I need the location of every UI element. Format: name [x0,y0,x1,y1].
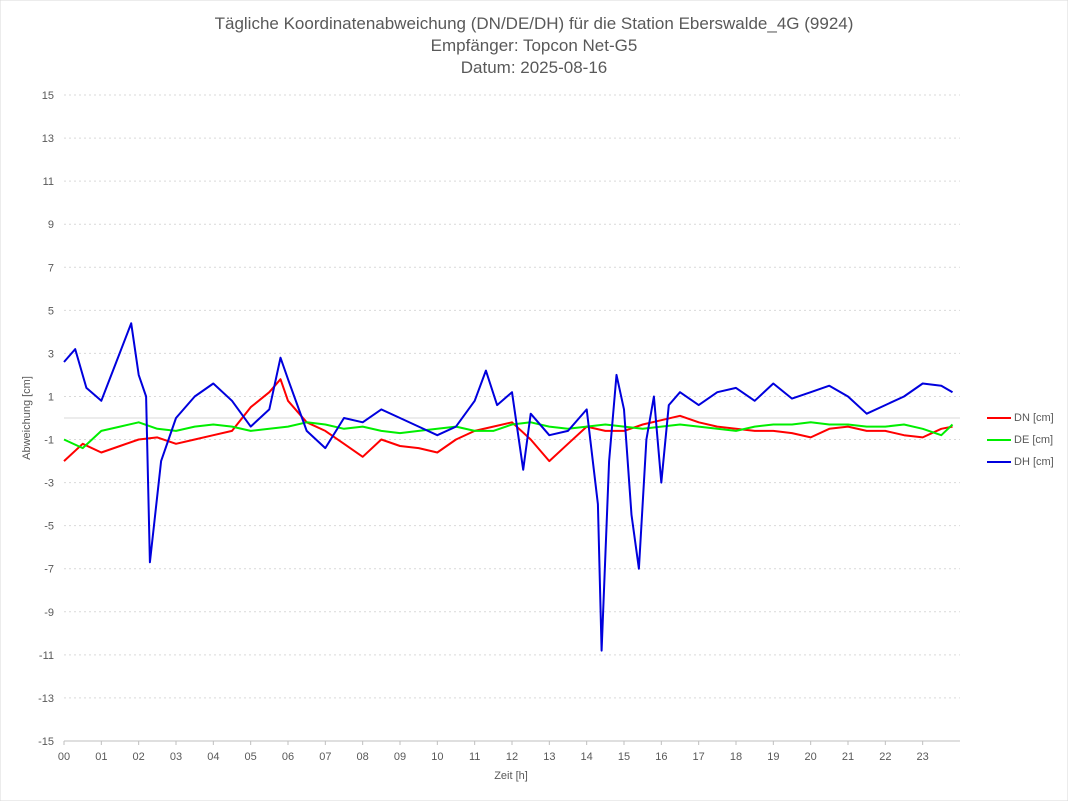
y-tick-label: 9 [48,219,54,231]
x-tick-label: 00 [58,751,70,763]
x-tick-label: 17 [693,751,705,763]
x-axis-label: Zeit [h] [494,770,528,782]
x-tick-label: 16 [655,751,667,763]
y-tick-label: 7 [48,262,54,274]
y-tick-label: -15 [38,736,54,748]
series-de-line [63,421,954,450]
chart-title: Tägliche Koordinatenabweichung (DN/DE/DH… [215,14,854,33]
y-tick-label: -7 [44,564,54,576]
series-dn-line [63,378,953,463]
y-tick-label: 13 [42,133,54,145]
x-tick-label: 01 [95,751,107,763]
x-tick-label: 20 [805,751,817,763]
x-tick-label: 22 [879,751,891,763]
x-tick-label: 11 [469,751,480,763]
x-tick-label: 23 [917,751,929,763]
y-tick-label: -1 [44,435,54,447]
x-tick-label: 21 [842,751,854,763]
y-tick-label: -11 [39,650,54,662]
y-axis-label: Abweichung [cm] [21,376,33,460]
y-tick-label: 1 [48,391,54,403]
x-tick-label: 15 [618,751,630,763]
x-tick-label: 07 [319,751,331,763]
x-tick-labels: 00 01 02 03 04 05 06 07 08 09 10 11 12 13 14 15 16 17 18 19… [58,741,929,763]
y-tick-label: -9 [44,607,54,619]
legend-label-de: DE [cm] [1014,434,1053,446]
x-tick-label: 14 [581,751,593,763]
x-tick-label: 05 [245,751,257,763]
legend-label-dn: DN [cm] [1014,412,1054,424]
x-tick-label: 10 [431,751,443,763]
y-tick-label: -3 [44,478,54,490]
x-tick-label: 08 [357,751,369,763]
x-tick-label: 13 [543,751,555,763]
x-tick-label: 03 [170,751,182,763]
x-tick-label: 04 [207,751,219,763]
x-tick-label: 19 [767,751,779,763]
x-tick-label: 02 [133,751,145,763]
legend: DN [cm] DE [cm] DH [cm] [987,412,1054,468]
x-tick-label: 18 [730,751,742,763]
y-tick-label: -13 [38,693,54,705]
series-dh-line [63,322,954,652]
series-layer [63,322,954,652]
y-tick-label: 15 [42,90,54,102]
chart-date: Datum: 2025-08-16 [461,58,607,77]
x-tick-label: 06 [282,751,294,763]
grid-layer [64,94,960,742]
y-tick-label: -5 [44,521,54,533]
x-tick-label: 09 [394,751,406,763]
y-tick-label: 5 [48,305,54,317]
legend-label-dh: DH [cm] [1014,456,1054,468]
x-tick-label: 12 [506,751,518,763]
chart-subtitle: Empfänger: Topcon Net-G5 [431,36,638,55]
y-tick-label: 3 [48,348,54,360]
y-tick-label: 11 [43,176,54,188]
